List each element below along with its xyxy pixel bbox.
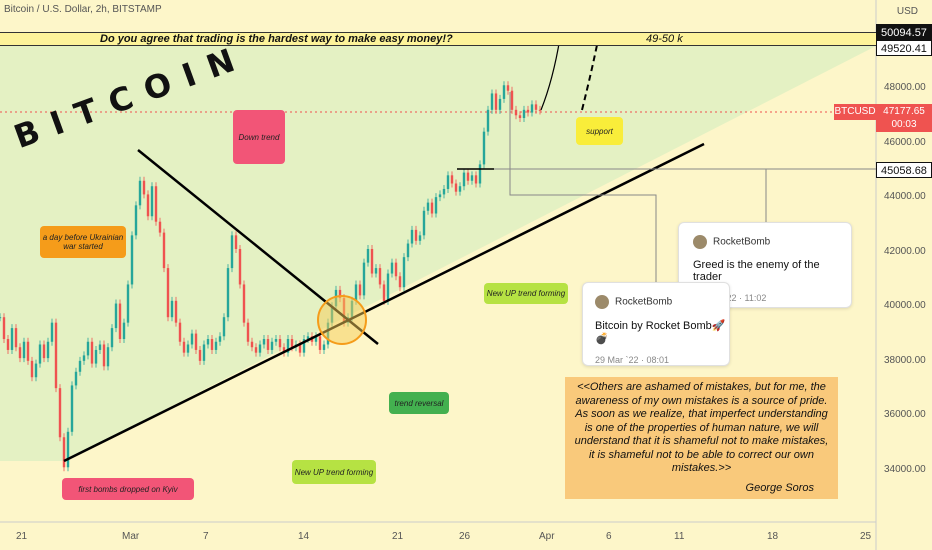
y-tick-label: 44000.00 xyxy=(884,191,926,203)
callout-bombs: first bombs dropped on Kyiv xyxy=(62,478,194,500)
banner-target: 49-50 k xyxy=(646,33,683,45)
note-message: Greed is the enemy of the trader xyxy=(693,259,820,283)
x-tick-label: 11 xyxy=(674,531,685,542)
price-tag-second: 49520.41 xyxy=(876,40,932,56)
callout-support: support xyxy=(576,117,623,145)
price-tag-top: 50094.57 xyxy=(876,24,932,40)
avatar xyxy=(693,235,707,249)
trend-reversal-circle xyxy=(317,295,367,345)
quote-author: George Soros xyxy=(745,481,814,494)
x-tick-label: 18 xyxy=(767,531,779,542)
y-tick-label: 36000.00 xyxy=(884,409,926,421)
candle xyxy=(0,317,2,319)
callout-new-up-1: New UP trend forming xyxy=(484,283,568,304)
callout-new-up-2: New UP trend forming xyxy=(292,460,376,484)
x-tick-label: 21 xyxy=(16,531,28,542)
x-tick-label: 21 xyxy=(392,531,404,542)
x-tick-label: Mar xyxy=(122,531,140,542)
symbol-tag: BTCUSD xyxy=(834,104,876,120)
quote-text: <<Others are ashamed of mistakes, but fo… xyxy=(574,381,829,474)
y-tick-label: 38000.00 xyxy=(884,354,926,366)
x-tick-label: 6 xyxy=(606,531,612,542)
y-tick-label: 42000.00 xyxy=(884,245,926,257)
quote-box: <<Others are ashamed of mistakes, but fo… xyxy=(565,377,838,499)
callout-day-before: a day before Ukrainian war started xyxy=(40,226,126,258)
x-tick-label: 14 xyxy=(298,531,310,542)
banner: Do you agree that trading is the hardest… xyxy=(0,32,876,46)
y-tick-label: 48000.00 xyxy=(884,82,926,93)
note-message: Bitcoin by Rocket Bomb🚀💣 xyxy=(595,320,726,345)
avatar xyxy=(595,295,609,309)
currency-label: USD xyxy=(896,6,918,17)
x-tick-label: 7 xyxy=(203,531,209,542)
note-time: 29 Mar `22 · 08:01 xyxy=(595,355,670,365)
support-level-tag: 45058.68 xyxy=(876,162,932,178)
note-card-rocket[interactable]: RocketBomb Bitcoin by Rocket Bomb🚀💣 29 M… xyxy=(582,282,730,366)
x-tick-label: 25 xyxy=(860,531,872,542)
banner-question: Do you agree that trading is the hardest… xyxy=(100,33,453,45)
y-tick-label: 34000.00 xyxy=(884,464,926,475)
callout-down-trend: Down trend xyxy=(233,110,285,164)
y-tick-label: 46000.00 xyxy=(884,136,926,148)
chart-title: Bitcoin / U.S. Dollar, 2h, BITSTAMP xyxy=(4,4,162,15)
note-user: RocketBomb xyxy=(615,296,673,308)
y-tick-label: 40000.00 xyxy=(884,300,926,312)
countdown: 00:03 xyxy=(891,119,917,130)
callout-trend-reversal: trend reversal xyxy=(389,392,449,414)
current-price: 47177.65 xyxy=(883,106,925,117)
x-tick-label: Apr xyxy=(539,531,555,542)
current-price-tag: 47177.65 00:03 xyxy=(876,104,932,132)
note-connector-2 xyxy=(509,92,657,282)
up-trend-line xyxy=(63,142,705,463)
green-zone xyxy=(0,46,876,461)
x-tick-label: 26 xyxy=(459,531,471,542)
note-user: RocketBomb xyxy=(713,236,771,248)
